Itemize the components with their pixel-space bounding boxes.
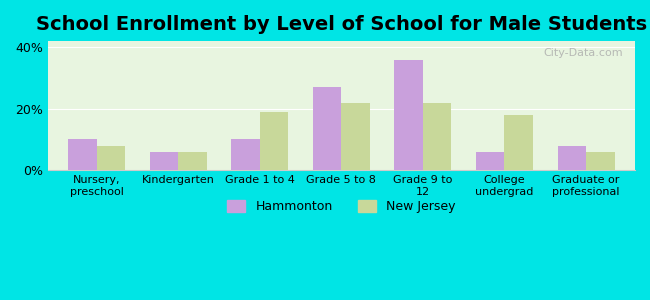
Bar (68, 140, 97, 170)
Bar (504, 115, 533, 170)
Bar (97, 146, 125, 170)
Legend: Hammonton, New Jersey: Hammonton, New Jersey (222, 195, 461, 218)
Bar (586, 152, 615, 170)
Title: School Enrollment by Level of School for Male Students: School Enrollment by Level of School for… (36, 15, 647, 34)
Bar (476, 152, 504, 170)
Bar (558, 146, 586, 170)
Bar (423, 103, 452, 170)
Bar (313, 87, 341, 170)
Bar (231, 140, 260, 170)
Text: City-Data.com: City-Data.com (543, 48, 623, 58)
Bar (150, 152, 178, 170)
Bar (395, 60, 423, 170)
Bar (341, 103, 370, 170)
Bar (178, 152, 207, 170)
Bar (260, 112, 289, 170)
